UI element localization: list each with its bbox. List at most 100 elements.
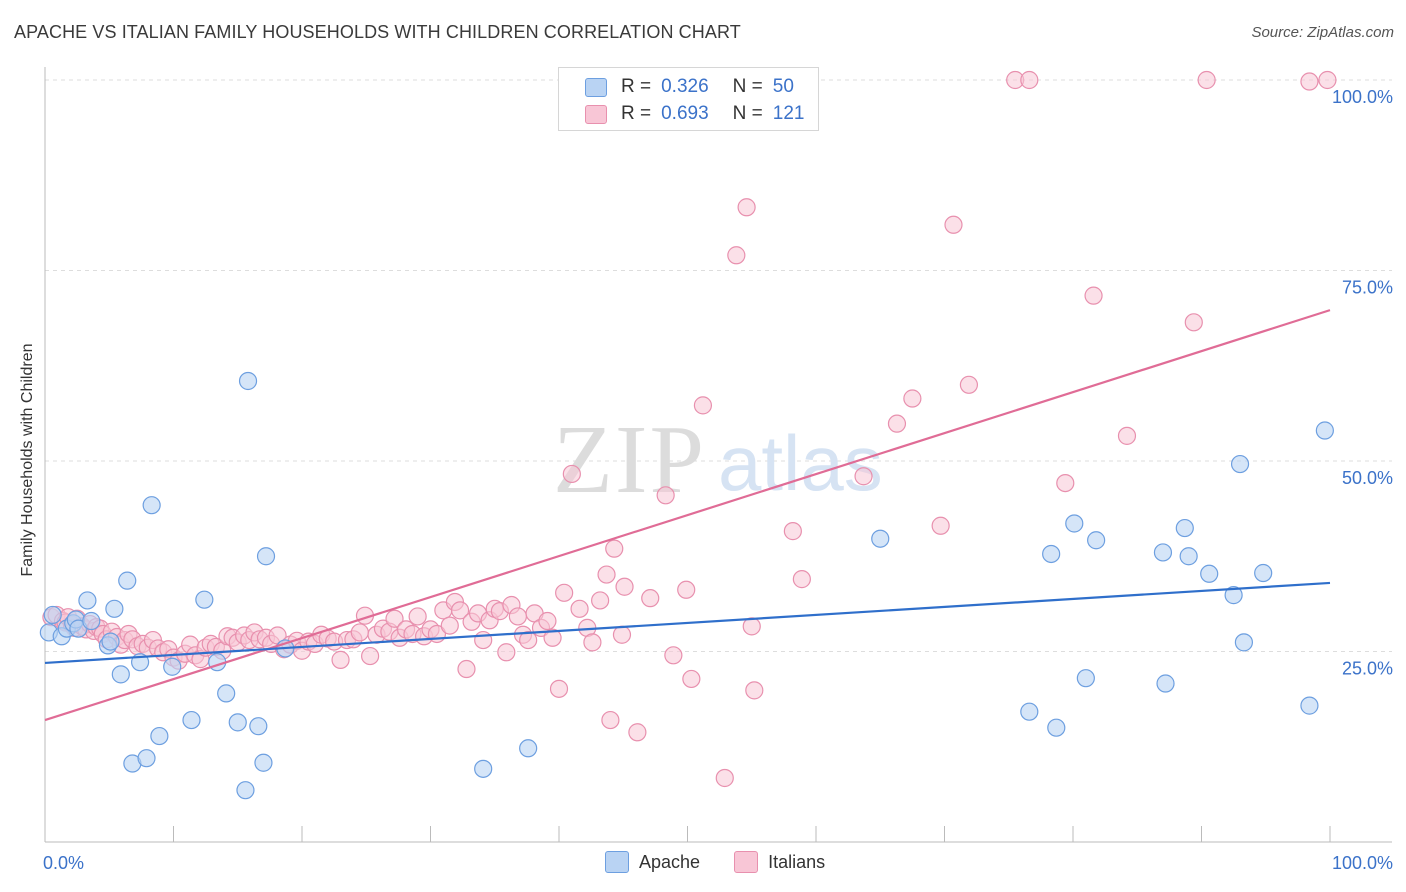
legend-row-apache: R = 0.326 N = 50 [585,75,794,99]
italians-point [1056,473,1075,493]
italians-point [597,565,616,584]
apache-point [105,599,124,618]
italians-point [385,609,404,628]
italians-point [737,198,756,217]
watermark: ZIP atlas [553,406,883,514]
italians-point [682,669,701,689]
italians-point [1020,70,1039,90]
apache-point [101,632,120,651]
apache-trend-line [44,581,1331,665]
italians-point [497,643,516,662]
apache-point [871,529,890,548]
italians-point [440,616,459,635]
italians-point [612,625,632,644]
watermark-atlas: atlas [718,419,883,507]
italians-point [562,464,581,484]
y-tick-label: 100.0% [1332,87,1393,107]
italians-point [508,607,527,626]
italians-legend-swatch [734,851,759,873]
italians-point [931,516,950,535]
apache-point [1179,547,1198,566]
apache-point [228,713,247,732]
x-tick-label: 0.0% [43,853,84,873]
italians-point [457,659,476,679]
apache-point [1230,454,1250,474]
italians-point [361,646,380,666]
apache-point [111,665,130,684]
series-legend: Apache Italians [605,851,859,873]
apache-point [1076,669,1095,688]
italians-point [944,215,963,234]
apache-point [217,684,236,703]
apache-point [1224,586,1243,605]
italians-point [591,591,610,610]
apache-point [142,496,161,515]
italians-point [783,522,802,541]
italians-point [615,577,634,596]
italians-point [677,580,696,599]
apache-point [1042,544,1061,564]
apache-n-label: N = [732,76,763,97]
legend-item-italians[interactable]: Italians [734,851,825,873]
apache-point [1020,702,1039,721]
italians-point [408,607,427,626]
italians-point [1084,286,1103,305]
italians-point [474,630,493,650]
italians-point [792,570,811,589]
y-tick-label: 50.0% [1342,468,1393,488]
italians-point [570,599,589,618]
italians-point [605,539,624,558]
apache-point [195,590,214,609]
apache-point [254,753,273,772]
italians-point [854,467,873,486]
italians-trend-line [44,309,1331,722]
italians-point [727,246,746,265]
italians-n-value: 121 [772,103,805,124]
italians-point [601,710,620,730]
y-axis-label-wrap: Family Households with Children [16,300,40,620]
stats-legend: R = 0.326 N = 50 R = 0.693 N = 121 [558,67,819,131]
italians-r-label: R = [621,103,652,124]
italians-point [887,414,907,433]
grid-lines [45,79,1392,652]
italians-point [549,679,569,698]
italians-point [628,723,647,742]
apache-point [519,739,538,758]
italians-point [641,589,660,608]
legend-item-apache[interactable]: Apache [605,851,700,873]
apache-points [39,371,1334,800]
apache-point [474,759,493,778]
apache-point [1047,718,1066,737]
italians-n-label: N = [732,103,763,124]
apache-point [82,611,101,631]
italians-point [664,646,683,665]
chart-title: APACHE VS ITALIAN FAMILY HOUSEHOLDS WITH… [14,22,741,42]
apache-point [1234,633,1254,652]
apache-point [256,547,276,566]
italians-point [656,486,675,505]
italians-point [742,617,761,636]
italians-point [350,623,369,642]
apache-point [1300,696,1319,715]
italians-r-value: 0.693 [661,103,709,124]
tick-labels: 25.0% 50.0% 75.0% 100.0% 0.0% 100.0% [43,87,1393,873]
apache-point [78,591,97,610]
apache-point [238,371,258,391]
y-tick-label: 25.0% [1342,659,1393,679]
italians-point [715,768,734,788]
apache-point [1254,563,1273,583]
italians-point [538,611,557,631]
italians-point [555,583,574,602]
apache-point [118,571,137,590]
watermark-zip: ZIP [553,406,706,514]
apache-r-label: R = [621,76,652,97]
italians-point [519,630,538,650]
italians-point [583,633,602,652]
axes [44,67,1392,843]
apache-point [1153,543,1173,562]
apache-point [1200,564,1219,583]
apache-point [236,781,255,800]
y-tick-label: 75.0% [1342,278,1393,298]
italians-point [1117,426,1137,445]
